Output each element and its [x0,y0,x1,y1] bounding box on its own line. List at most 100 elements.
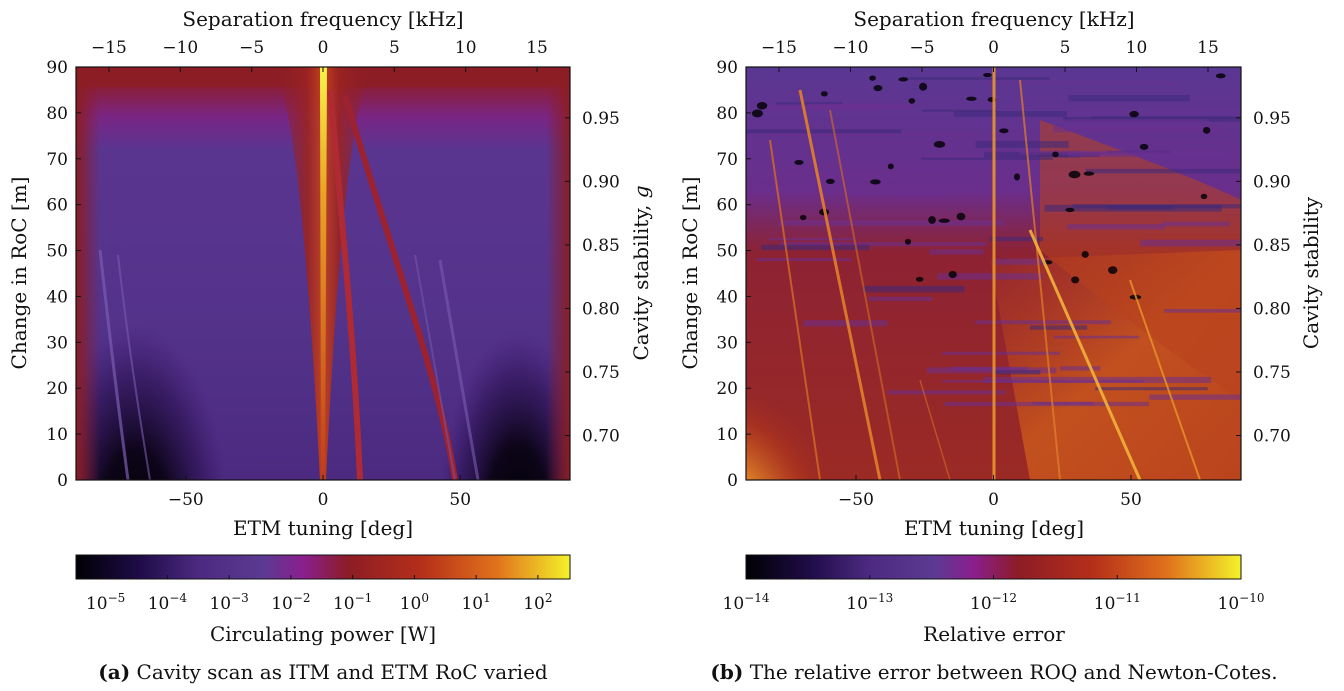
panel-b-noise-band [780,242,986,247]
panel-b-ytick-label: 50 [716,242,738,262]
panel-b-noise-dot [869,75,876,81]
panel-b-colorbar-label: Relative error [923,622,1065,646]
panel-b-xtick-label: 0 [988,490,999,510]
panel-b-noise-dot [904,238,912,245]
panel-b-noise-dot [966,96,977,101]
panel-b-xlabel: ETM tuning [deg] [904,516,1084,540]
panel-a-colorbar-ticks: 10−5 10−4 10−3 10−2 10−1 100 101 102 [86,575,553,614]
panel-b-noise-dot [1129,110,1139,118]
panel-a-ylabel: Change in RoC [m] [7,177,31,370]
panel-b-noise-dot [873,84,883,92]
panel-b-noise-band [862,285,965,293]
panel-a-ytick-label: 90 [46,58,68,78]
panel-b-noise-dot [938,218,950,223]
panel-b-x2tick-label: 10 [1126,38,1148,58]
panel-b-noise-band [937,273,1043,280]
panel-b-noise-band [953,110,1067,117]
panel-b-x2label: Separation frequency [kHz] [853,7,1134,31]
panel-a-ytick-label: 30 [46,333,68,353]
panel-a-cb-tick-exp: −5 [108,591,126,605]
panel-b-cb-tick-label: 10−14 [723,591,770,614]
panel-b-noise-band [942,351,1060,355]
panel-b-noise-dot [919,82,928,91]
panel-b-noise-band [1060,366,1101,371]
panel-b-cb-tick-exp: −10 [1239,591,1264,605]
panel-b-noise-band [896,167,973,172]
panel-a-cb-tick-exp: −4 [169,591,187,605]
panel-b-noise-dot [1083,171,1095,176]
panel-b-cb-tick-label: 10−11 [1094,591,1141,614]
panel-a-cb-tick-base: 10 [271,594,293,614]
panel-b-x2tick-label: 5 [1060,38,1071,58]
panel-a-ytick-label: 40 [46,287,68,307]
panel-b-noise-dot [825,178,835,185]
panel-b-xtick-label: −50 [838,490,874,510]
panel-a-x2tick-label: 10 [455,38,477,58]
panel-b-ytick-label: 20 [716,379,738,399]
panel-a-caption-text: Cavity scan as ITM and ETM RoC varied [130,660,548,684]
panel-b-caption-tag: (b) [710,660,743,684]
panel-b-noise-band [1164,308,1241,313]
panel-b-cb-tick-base: 10 [846,594,868,614]
panel-b-cb-tick-exp: −13 [868,591,893,605]
panel-a-colorbar [75,554,571,580]
panel-b-x2tick-label: 0 [988,38,999,58]
panel-b-noise-band [975,320,1111,325]
panel-a-x2tick-label: −15 [91,38,127,58]
panel-b-noise-band [1161,221,1230,227]
panel-a-cb-tick-base: 10 [400,594,422,614]
panel-a-xlabel: ETM tuning [deg] [233,516,413,540]
panel-b-x2tick-label: −15 [761,38,797,58]
panel-b-noise-band [756,257,852,262]
panel-b-ytick-label: 10 [716,425,738,445]
panel-a-cb-tick-label: 100 [400,591,429,614]
panel-a-y2tick-label: 0.70 [582,427,620,447]
panel-a-y2tick-label: 0.75 [582,363,620,383]
panel-a-cb-tick-exp: 0 [421,591,429,605]
panel-b-noise-dot [948,270,957,279]
panel-b-noise-dot [928,216,936,224]
panel-a-xtick-label: 0 [318,490,329,510]
panel-b-noise-band [926,367,1057,374]
panel-b-ytick-label: 90 [716,58,738,78]
panel-b-noise-band [902,77,1050,80]
panel-b-noise-band [975,141,1069,148]
panel-a-y2label-symbol: g [629,185,653,198]
panel-b-ytick-label: 80 [716,104,738,124]
panel-b-noise-band [1053,125,1224,133]
panel-b-noise-dot [1202,126,1211,134]
panel-a-cb-tick-base: 10 [148,594,170,614]
panel-b-noise-band [1107,205,1173,210]
panel-b-noise-band [1068,94,1190,102]
panel-a-cb-tick-label: 102 [523,591,552,614]
panel-b-noise-bands [746,73,1241,407]
panel-b-y2label: Cavity stability [1299,196,1323,349]
panel-a-cb-tick-label: 10−2 [271,591,310,614]
panel-b-noise-band [922,109,997,112]
panel-b-caption-text: The relative error between ROQ and Newto… [743,660,1277,684]
panel-b-noise-band [885,191,948,197]
panel-b-noise-band [929,249,984,255]
panel-a-ytick-label: 10 [46,425,68,445]
panel-a-cb-tick-label: 10−5 [86,591,125,614]
panel-b-noise-band [1067,223,1165,230]
panel-a-cb-tick-exp: −3 [231,591,249,605]
panel-b-cb-tick-exp: −11 [1115,591,1140,605]
panel-a-y2tick-label: 0.80 [582,299,620,319]
panel-b-noise-band [941,380,1145,383]
panel-b-cb-tick-label: 10−10 [1218,591,1265,614]
panel-a-x2label: Separation frequency [kHz] [182,7,463,31]
panel-b-noise-dot [1071,276,1080,284]
panel-a-ytick-label: 60 [46,196,68,216]
panel-b-noise-band [1060,119,1209,123]
panel-b-noise-dot [870,179,881,185]
panel-b-noise-band [979,81,1176,85]
panel-b-cb-tick-base: 10 [1094,594,1116,614]
panel-b-cb-tick-base: 10 [1218,594,1240,614]
panel-a-cb-tick-base: 10 [523,594,545,614]
panel-a-cb-tick-exp: −1 [355,591,373,605]
panel-b-noise-dot [756,102,768,110]
panel-a-caption: (a) Cavity scan as ITM and ETM RoC varie… [98,660,548,684]
panel-a-cb-tick-base: 10 [333,594,355,614]
panel-a-xtick-label: 50 [449,490,471,510]
